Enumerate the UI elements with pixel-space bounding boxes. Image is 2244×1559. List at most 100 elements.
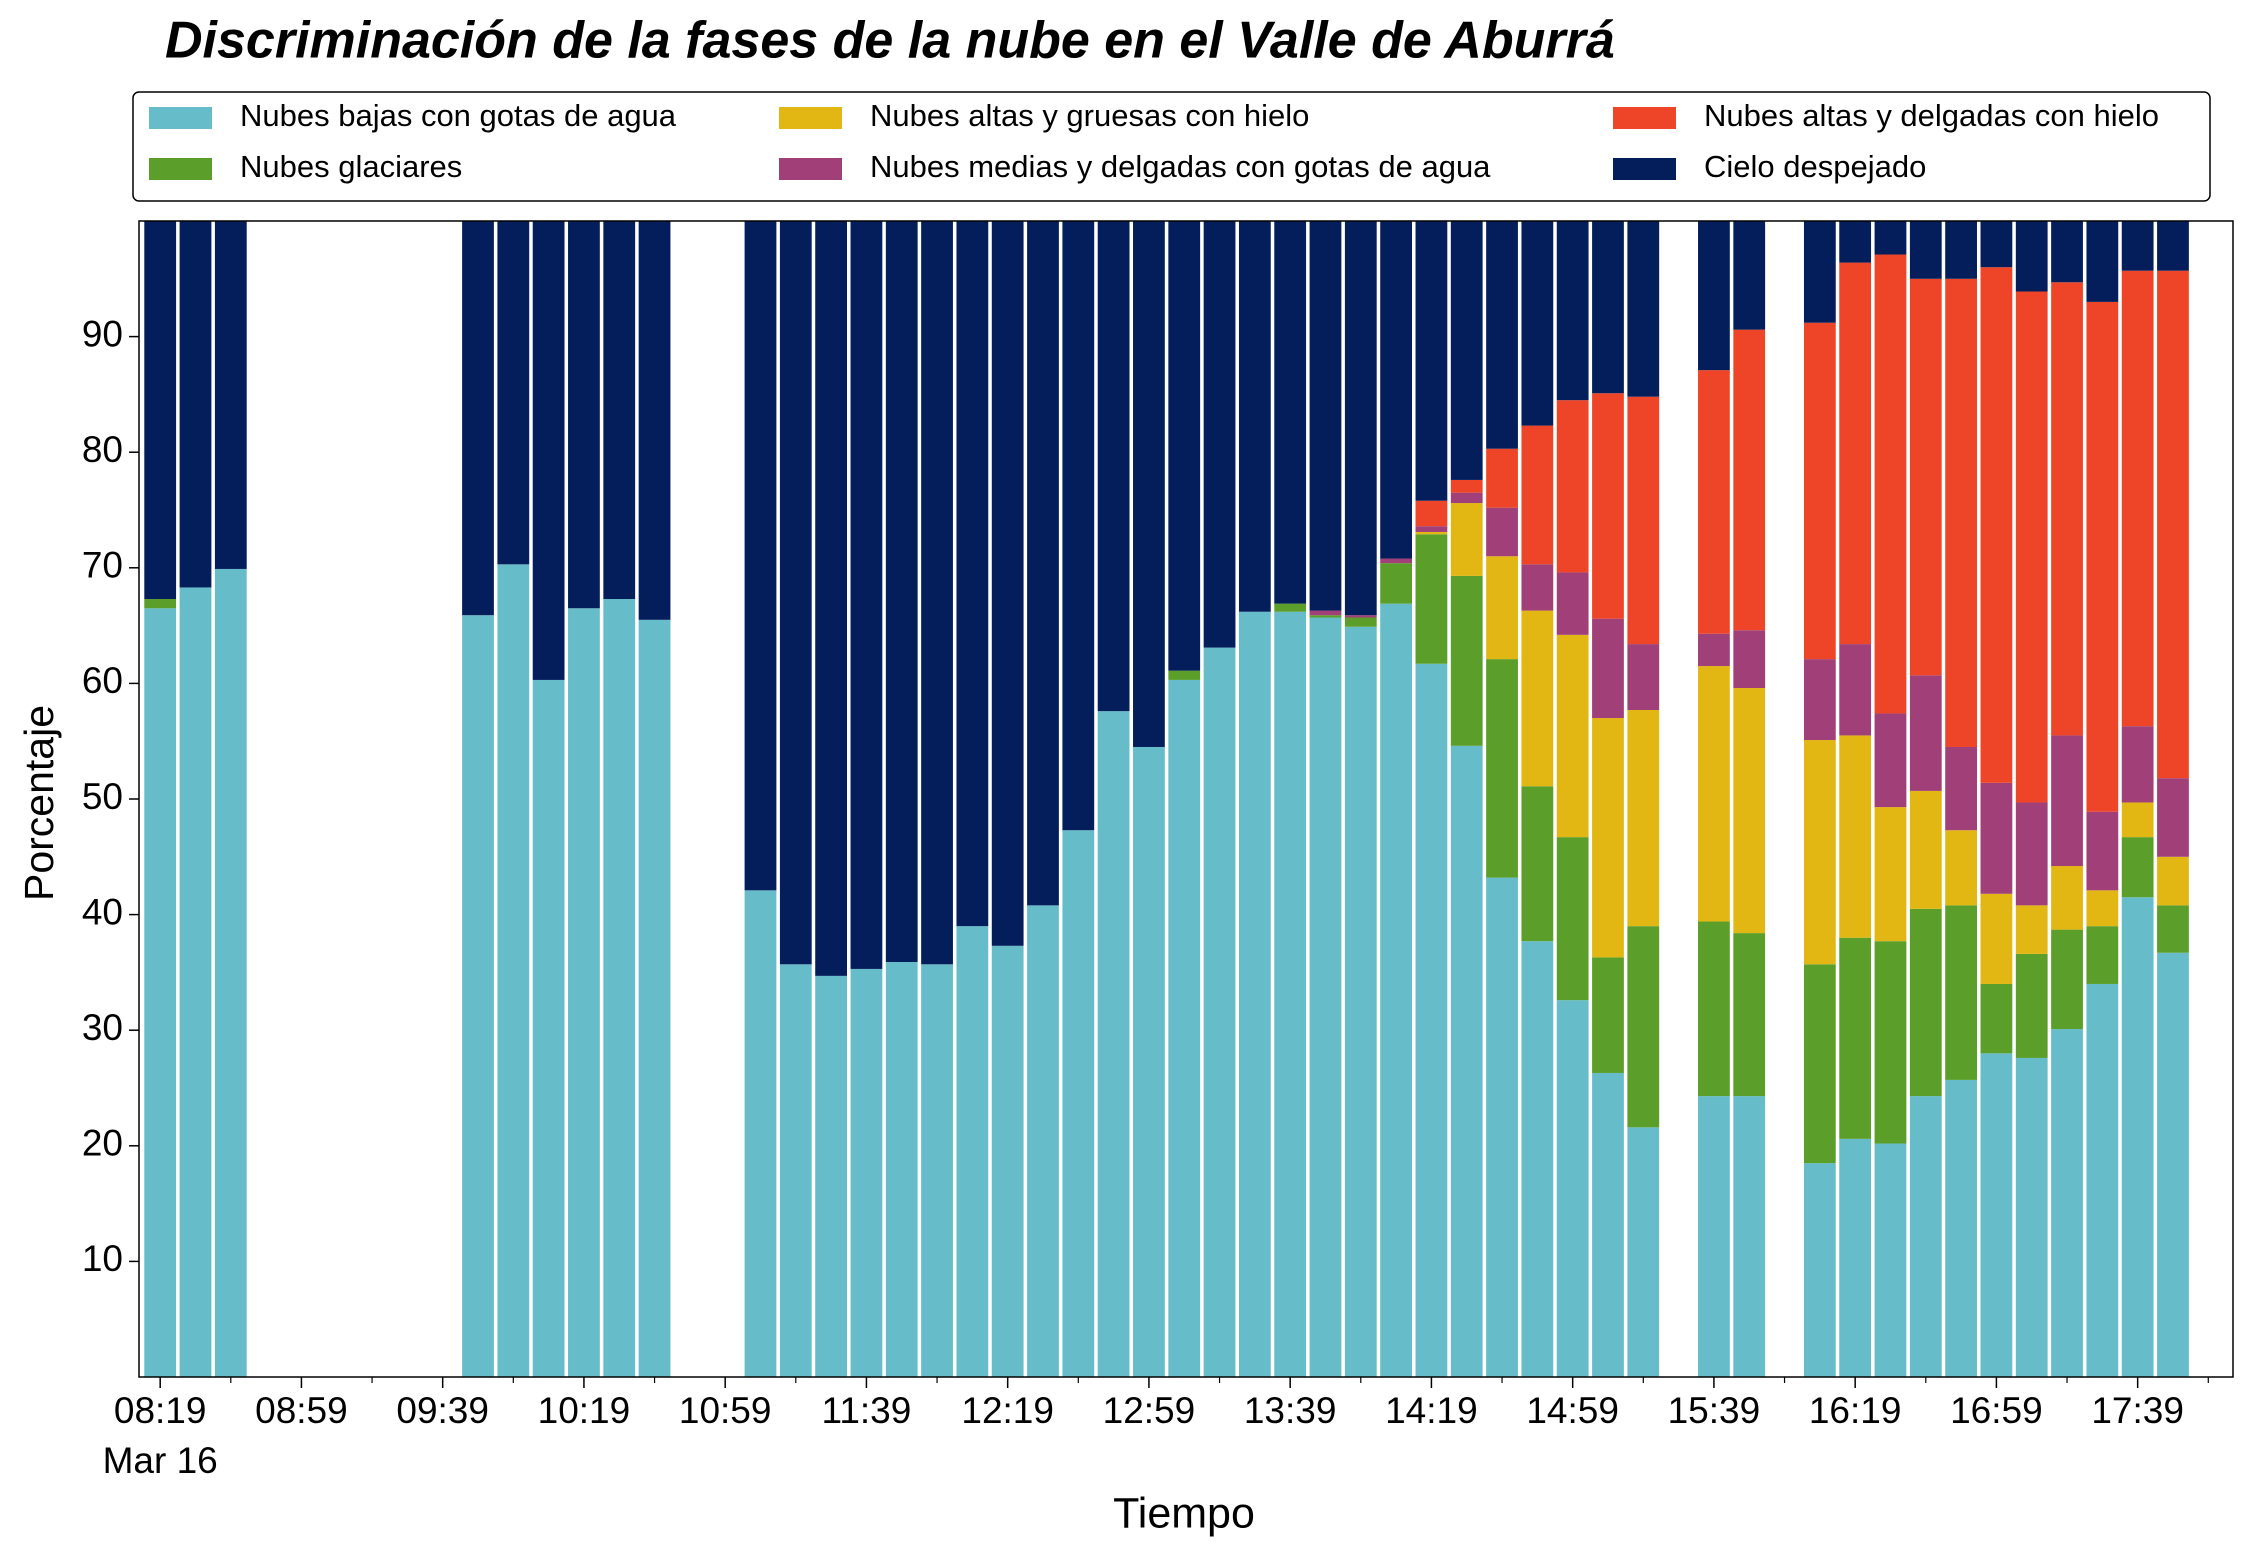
bar-segment — [2121, 221, 2154, 271]
bar-segment — [2086, 221, 2119, 302]
bar-segment — [1839, 1138, 1872, 1377]
bar-segment — [1698, 1096, 1730, 1377]
chart-title: Discriminación de la fases de la nube en… — [165, 12, 1615, 70]
bar-segment — [991, 945, 1024, 1377]
bar-segment — [779, 221, 812, 965]
legend-swatch — [149, 107, 212, 129]
bar-segment — [2015, 953, 2048, 1058]
legend-swatch — [779, 107, 842, 129]
bar-segment — [2157, 952, 2189, 1377]
x-tick-label: 12:59 — [1103, 1390, 1196, 1431]
bar-segment — [532, 221, 565, 680]
bar-segment — [991, 221, 1024, 946]
bar-segment — [1450, 479, 1483, 493]
y-tick-label: 40 — [82, 891, 123, 932]
bar-segment — [1733, 933, 1766, 1097]
legend-swatch — [1613, 107, 1676, 129]
bar-segment — [568, 608, 600, 1377]
bar-segment — [1556, 400, 1589, 573]
y-tick-label: 70 — [82, 545, 123, 586]
bar-segment — [815, 975, 848, 1377]
bar-segment — [497, 221, 530, 565]
bar-segment — [638, 221, 671, 620]
bar-segment — [1133, 746, 1165, 1377]
bar-segment — [1874, 713, 1907, 808]
bar-segment — [956, 221, 989, 927]
bar-segment — [1874, 807, 1907, 942]
bar-segment — [214, 221, 247, 569]
bar-segment — [1274, 603, 1307, 612]
bar-segment — [815, 221, 848, 976]
bar-segment — [1592, 221, 1624, 394]
bar-segment — [1168, 679, 1201, 1377]
bar-segment — [2051, 221, 2083, 283]
legend-label: Nubes bajas con gotas de agua — [240, 98, 677, 133]
bar-segment — [1556, 572, 1589, 635]
bar-segment — [2015, 1057, 2048, 1377]
x-tick-label: 08:19 — [114, 1390, 207, 1431]
bar-segment — [1874, 941, 1907, 1144]
bar-segment — [1909, 908, 1942, 1097]
y-tick-label: 50 — [82, 776, 123, 817]
bar-segment — [1380, 558, 1412, 564]
bar-segment — [1698, 921, 1730, 1097]
bar-segment — [1203, 221, 1236, 648]
bar-segment — [1486, 556, 1518, 660]
bar-segment — [2051, 929, 2083, 1030]
bar-segment — [1803, 964, 1836, 1164]
bar-segment — [2015, 221, 2048, 292]
bar-segment — [1592, 718, 1624, 958]
bar-segment — [1592, 393, 1624, 619]
bar-segment — [2157, 778, 2189, 857]
bar-segment — [638, 619, 671, 1377]
bar-segment — [1062, 221, 1095, 831]
bar-segment — [1521, 221, 1554, 426]
bar-segment — [2051, 866, 2083, 930]
bar-segment — [144, 599, 177, 609]
bar-segment — [1733, 221, 1766, 330]
y-tick-label: 60 — [82, 660, 123, 701]
bar-segment — [850, 968, 883, 1377]
y-tick-label: 20 — [82, 1123, 123, 1164]
bar-segment — [603, 599, 636, 1377]
bar-segment — [1698, 370, 1730, 634]
bar-segment — [462, 615, 494, 1377]
bar-segment — [1556, 1000, 1589, 1377]
x-date-label: Mar 16 — [103, 1440, 218, 1481]
x-tick-label: 12:19 — [961, 1390, 1054, 1431]
bar-segment — [1274, 221, 1307, 604]
bar-segment — [744, 221, 777, 891]
bar-segment — [532, 679, 565, 1377]
bar-segment — [1733, 630, 1766, 689]
bar-segment — [1803, 1163, 1836, 1377]
bar-segment — [1945, 830, 1977, 906]
bar-segment — [1592, 1072, 1624, 1377]
bar-segment — [744, 890, 777, 1377]
x-tick-label: 08:59 — [255, 1390, 348, 1431]
bar-segment — [1415, 534, 1448, 664]
bar-segment — [1803, 221, 1836, 323]
bar-segment — [1344, 615, 1377, 618]
bar-segment — [1027, 905, 1059, 1377]
bar-segment — [1839, 262, 1872, 645]
legend-label: Nubes altas y gruesas con hielo — [870, 98, 1309, 133]
bar-segment — [1203, 647, 1236, 1377]
bar-segment — [1909, 1096, 1942, 1377]
y-tick-label: 30 — [82, 1007, 123, 1048]
y-tick-label: 90 — [82, 313, 123, 354]
legend-swatch — [1613, 158, 1676, 180]
bar-segment — [2086, 890, 2119, 927]
bar-segment — [1556, 837, 1589, 1001]
bar-segment — [497, 564, 530, 1377]
bar-segment — [1945, 905, 1977, 1080]
bar-segment — [1133, 221, 1165, 747]
bar-segment — [462, 221, 494, 616]
legend-label: Cielo despejado — [1704, 149, 1926, 184]
bar-segment — [1733, 688, 1766, 934]
bar-segment — [1980, 1053, 2013, 1377]
bar-segment — [1733, 1096, 1766, 1377]
bar-segment — [2086, 811, 2119, 891]
bar-segment — [2051, 1029, 2083, 1377]
bar-segment — [1344, 626, 1377, 1377]
